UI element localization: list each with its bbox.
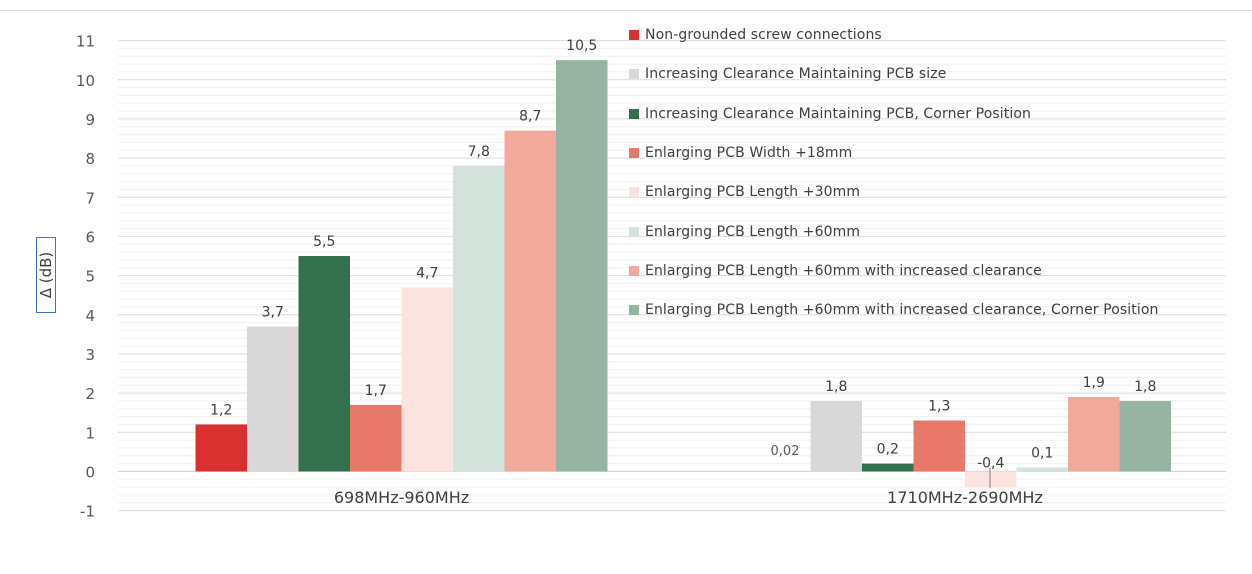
- bar: [913, 420, 965, 472]
- legend-swatch: [629, 226, 639, 237]
- y-tick-label: 9: [85, 111, 95, 129]
- data-label: 0,2: [877, 442, 899, 458]
- data-label: 8,7: [519, 109, 541, 125]
- y-tick-label: 10: [76, 72, 95, 90]
- legend-swatch: [629, 69, 639, 80]
- y-tick-label: 5: [85, 268, 95, 286]
- legend-item: Non-grounded screw connections: [629, 25, 882, 45]
- bar: [247, 326, 299, 472]
- legend-label: Non-grounded screw connections: [645, 27, 882, 43]
- data-label: 4,7: [416, 265, 438, 281]
- legend-swatch: [629, 108, 639, 119]
- legend-label: Enlarging PCB Length +60mm with increase…: [645, 302, 1159, 319]
- legend-swatch: [629, 30, 639, 40]
- bar: [453, 165, 505, 472]
- legend-label: Enlarging PCB Length +60mm: [645, 223, 861, 240]
- legend-item: Enlarging PCB Length +30mm: [629, 182, 860, 202]
- bar: [350, 404, 402, 472]
- data-label: 1,9: [1083, 375, 1105, 391]
- y-tick-label: 2: [85, 385, 95, 403]
- data-label: 1,2: [210, 402, 232, 418]
- bar: [195, 424, 247, 472]
- y-tick-label: 7: [85, 189, 95, 207]
- y-tick-label: 0: [85, 463, 95, 481]
- bar: [1016, 467, 1068, 472]
- legend-swatch: [629, 147, 639, 158]
- data-label: 7,8: [468, 144, 490, 160]
- bar: [556, 60, 608, 472]
- bar: [965, 471, 1017, 488]
- legend-label: Increasing Clearance Maintaining PCB, Co…: [645, 105, 1031, 122]
- legend-item: Enlarging PCB Length +60mm with increase…: [629, 261, 1042, 281]
- legend-item: Enlarging PCB Length +60mm with increase…: [629, 300, 1159, 320]
- y-tick-label: 1: [85, 424, 95, 442]
- bar: [810, 400, 862, 472]
- legend-swatch: [629, 187, 639, 198]
- bar: [1068, 397, 1120, 472]
- bar: [504, 130, 556, 472]
- data-label: 1,8: [1134, 379, 1156, 395]
- x-category-label: 1710MHz-2690MHz: [887, 488, 1043, 507]
- legend-item: Increasing Clearance Maintaining PCB siz…: [629, 64, 946, 84]
- data-label: 10,5: [566, 38, 597, 54]
- legend-item: Enlarging PCB Length +60mm: [629, 222, 860, 242]
- data-label: 0,02: [771, 444, 800, 459]
- legend-label: Enlarging PCB Width +18mm: [645, 144, 853, 161]
- bar: [862, 463, 914, 472]
- y-tick-label: 6: [85, 228, 95, 246]
- y-axis-title-frame: [36, 237, 56, 313]
- y-tick-label: 11: [76, 33, 95, 51]
- data-label: 1,7: [365, 383, 387, 399]
- data-label: 1,8: [825, 379, 847, 395]
- legend-swatch: [629, 305, 639, 316]
- data-label: 3,7: [262, 305, 284, 321]
- top-divider: [0, 10, 1252, 11]
- bar: [401, 287, 453, 472]
- legend-item: Increasing Clearance Maintaining PCB, Co…: [629, 104, 1031, 124]
- legend-label: Increasing Clearance Maintaining PCB siz…: [645, 66, 947, 83]
- legend-swatch: [629, 265, 639, 276]
- y-tick-label: 3: [85, 346, 95, 364]
- legend-label: Enlarging PCB Length +30mm: [645, 184, 861, 201]
- bar: [298, 256, 350, 472]
- y-tick-label: 8: [85, 150, 95, 168]
- data-label: 0,1: [1031, 446, 1053, 462]
- data-label: 1,3: [928, 399, 950, 415]
- legend-label: Enlarging PCB Length +60mm with increase…: [645, 262, 1042, 279]
- legend-item: Enlarging PCB Width +18mm: [629, 143, 852, 163]
- data-label: -0,4: [977, 455, 1004, 471]
- y-tick-label: 4: [85, 307, 95, 325]
- y-axis-title: Δ (dB): [37, 251, 55, 299]
- data-label: 5,5: [313, 234, 335, 250]
- y-tick-label: -1: [80, 503, 95, 521]
- x-category-label: 698MHz-960MHz: [334, 488, 469, 507]
- bar: [1119, 400, 1171, 472]
